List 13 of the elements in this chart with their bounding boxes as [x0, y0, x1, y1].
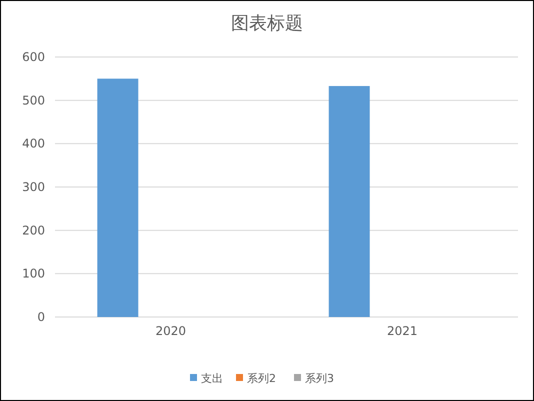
x-tick-label: 2021	[386, 324, 418, 338]
y-tick-label: 200	[22, 223, 45, 238]
legend-label: 支出	[201, 372, 223, 385]
legend-label: 系列3	[305, 372, 334, 385]
y-tick-label: 100	[22, 266, 45, 281]
y-tick-label: 500	[22, 93, 45, 108]
chart-title: 图表标题	[231, 13, 303, 34]
legend-label: 系列2	[247, 372, 276, 385]
y-tick-label: 0	[37, 310, 45, 324]
x-tick-label: 2020	[155, 324, 186, 338]
y-tick-label: 400	[22, 136, 45, 151]
y-tick-label: 600	[22, 50, 45, 64]
y-tick-label: 300	[22, 180, 45, 194]
